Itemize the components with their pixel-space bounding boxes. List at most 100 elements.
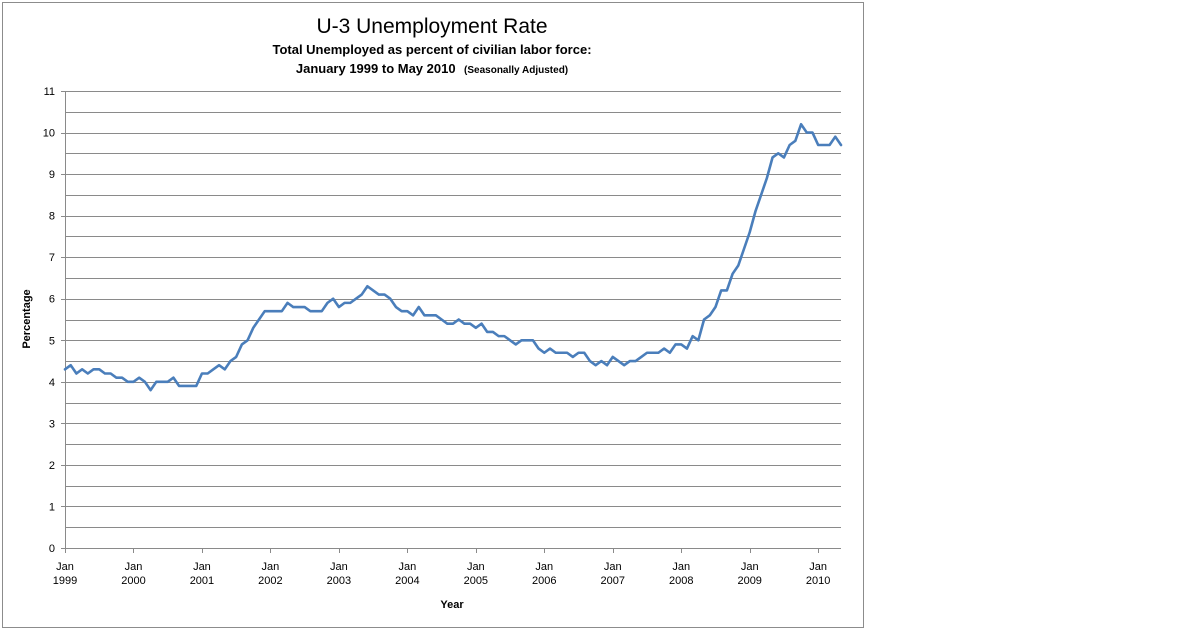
data-point — [686, 347, 688, 349]
data-point — [144, 381, 146, 383]
data-point — [343, 302, 345, 304]
data-point — [680, 343, 682, 345]
data-point — [149, 389, 151, 391]
data-point — [777, 152, 779, 154]
data-point — [486, 331, 488, 333]
data-point — [201, 372, 203, 374]
data-point — [612, 356, 614, 358]
data-point — [121, 376, 123, 378]
y-tick-label-0: 0 — [49, 543, 55, 555]
y-tick-label-7: 7 — [49, 252, 55, 264]
data-point — [372, 289, 374, 291]
data-point — [623, 364, 625, 366]
data-point — [184, 385, 186, 387]
y-tick-label-6: 6 — [49, 294, 55, 306]
x-axis-title: Year — [440, 599, 464, 611]
data-point — [98, 368, 100, 370]
y-tick-labels: 0 1 2 3 4 5 6 7 8 9 10 11 — [43, 86, 55, 555]
data-point — [178, 385, 180, 387]
data-point — [788, 144, 790, 146]
data-point — [652, 352, 654, 354]
data-point — [189, 385, 191, 387]
data-point — [275, 310, 277, 312]
x-tick-year-2002: 2002 — [258, 575, 282, 587]
data-point — [543, 352, 545, 354]
data-point — [406, 310, 408, 312]
data-point — [811, 131, 813, 133]
data-point — [646, 352, 648, 354]
data-point — [537, 347, 539, 349]
x-tick-label-2009: Jan 2009 — [737, 561, 761, 587]
y-tick-label-3: 3 — [49, 418, 55, 430]
data-point — [657, 352, 659, 354]
data-point — [669, 352, 671, 354]
data-point — [749, 231, 751, 233]
y-tick-label-10: 10 — [43, 128, 55, 140]
data-point — [634, 360, 636, 362]
x-tick-month-2000: Jan — [125, 561, 143, 573]
data-point — [463, 322, 465, 324]
data-point — [663, 347, 665, 349]
data-point — [332, 298, 334, 300]
data-point — [509, 339, 511, 341]
data-point — [823, 144, 825, 146]
data-point — [127, 381, 129, 383]
chart-title: U-3 Unemployment Rate — [316, 15, 547, 38]
x-tick-year-2004: 2004 — [395, 575, 419, 587]
x-tick-year-2005: 2005 — [464, 575, 488, 587]
data-point — [817, 144, 819, 146]
data-point — [469, 322, 471, 324]
data-point — [503, 335, 505, 337]
data-point — [515, 343, 517, 345]
x-tick-year-2007: 2007 — [601, 575, 625, 587]
data-point — [766, 177, 768, 179]
data-point — [321, 310, 323, 312]
chart-subtitle-note: (Seasonally Adjusted) — [464, 65, 568, 76]
y-tick-label-11: 11 — [44, 86, 55, 98]
x-tick-label-2007: Jan 2007 — [601, 561, 625, 587]
x-tick-year-2001: 2001 — [190, 575, 214, 587]
x-tick-month-2006: Jan — [535, 561, 553, 573]
data-point — [338, 306, 340, 308]
x-tick-month-2002: Jan — [262, 561, 280, 573]
data-point — [492, 331, 494, 333]
data-point — [224, 368, 226, 370]
data-point — [383, 293, 385, 295]
data-point — [446, 322, 448, 324]
data-point — [549, 347, 551, 349]
x-tick-labels: Jan 1999 Jan 2000 Jan 2001 Jan 2002 Jan 2003 Jan 20… — [53, 561, 831, 587]
data-point — [87, 372, 89, 374]
data-point — [640, 356, 642, 358]
data-point — [246, 339, 248, 341]
data-point — [606, 364, 608, 366]
data-point — [418, 306, 420, 308]
x-tick-month-2003: Jan — [330, 561, 348, 573]
x-tick-label-2008: Jan 2008 — [669, 561, 693, 587]
data-point — [104, 372, 106, 374]
data-point — [560, 352, 562, 354]
x-tick-label-2006: Jan 2006 — [532, 561, 556, 587]
x-tick-label-2005: Jan 2005 — [464, 561, 488, 587]
data-point — [435, 314, 437, 316]
data-point — [583, 352, 585, 354]
data-point — [475, 327, 477, 329]
x-tick-label-2004: Jan 2004 — [395, 561, 419, 587]
y-tick-label-5: 5 — [49, 335, 55, 347]
data-point — [771, 156, 773, 158]
data-point — [589, 360, 591, 362]
data-point — [840, 144, 842, 146]
data-point — [361, 293, 363, 295]
x-tick-month-2007: Jan — [604, 561, 622, 573]
axes — [61, 91, 841, 553]
data-point — [395, 306, 397, 308]
y-tick-label-4: 4 — [49, 377, 55, 389]
x-tick-label-2002: Jan 2002 — [258, 561, 282, 587]
data-point — [412, 314, 414, 316]
x-tick-year-1999: 1999 — [53, 575, 77, 587]
data-point — [834, 136, 836, 138]
data-point — [70, 364, 72, 366]
chart-subtitle-line2: January 1999 to May 2010 (Seasonally Adj… — [296, 60, 568, 77]
x-tick-month-2005: Jan — [467, 561, 485, 573]
data-point — [161, 381, 163, 383]
